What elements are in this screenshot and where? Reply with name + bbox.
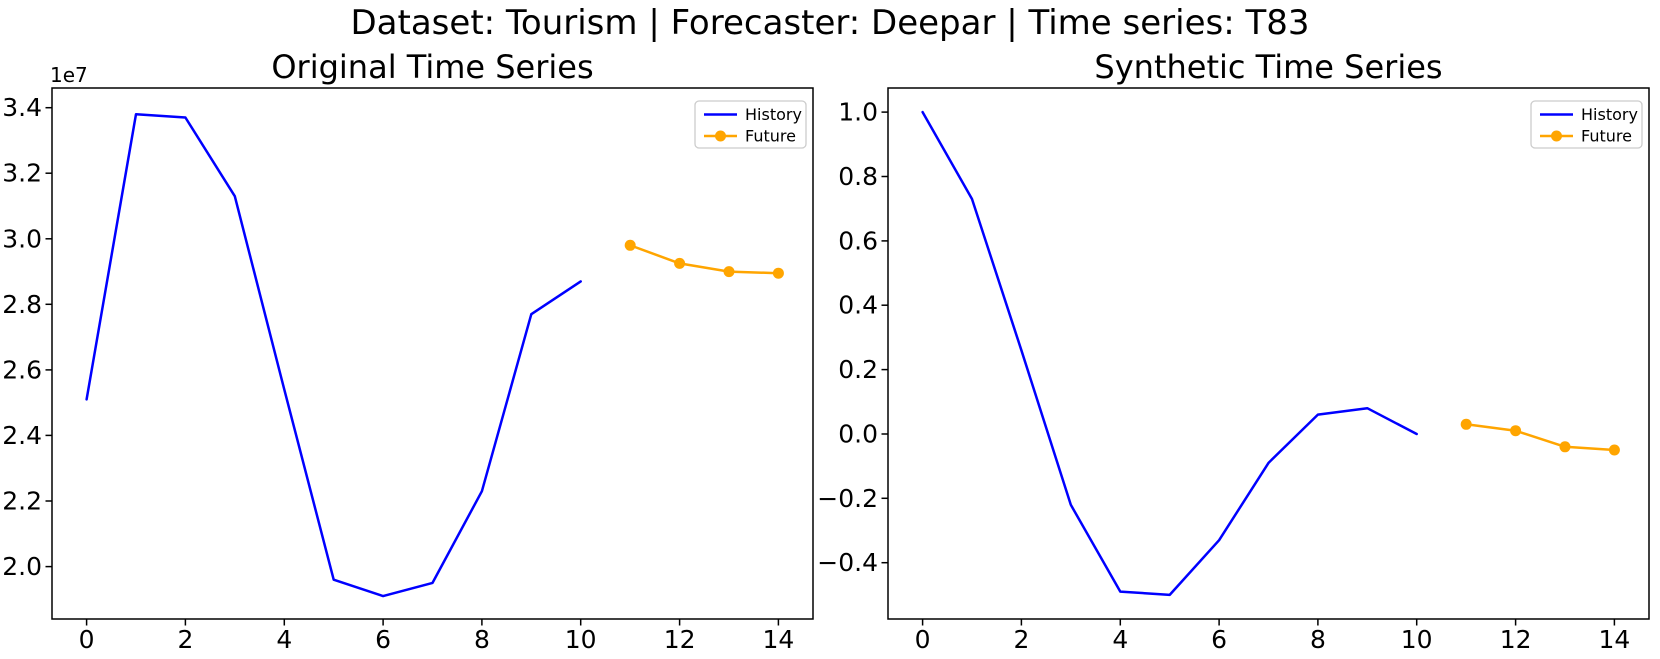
x-tick-label: 12	[1500, 625, 1532, 654]
legend-label-future: Future	[1581, 127, 1632, 146]
future-line	[628, 244, 780, 275]
y-tick-label: 3.4	[2, 93, 42, 122]
history-line	[85, 112, 582, 598]
x-tick-label: 2	[1013, 625, 1029, 654]
legend-label-future: Future	[745, 127, 796, 146]
x-tick-label: 10	[565, 625, 597, 654]
y-tick-label: 2.0	[2, 552, 42, 581]
x-tick-label: 2	[177, 625, 193, 654]
future-marker	[772, 267, 784, 279]
future-marker	[1510, 425, 1522, 437]
future-marker	[723, 266, 735, 278]
chart-panel-1: 0 2 4 6 8 10 12 14 −0.4 −0.2 0.0 0.2 0.4 0.6 0.8 1.0 Syn…	[817, 48, 1650, 654]
axes-frame	[887, 87, 1650, 620]
future-marker	[1460, 418, 1472, 430]
chart-title: Synthetic Time Series	[1094, 48, 1442, 86]
future-marker	[1608, 444, 1620, 456]
y-tick-label: 1.0	[838, 98, 878, 127]
future-marker	[674, 257, 686, 269]
legend-marker-future	[1551, 130, 1562, 142]
y-tick-label: 2.8	[2, 290, 42, 319]
chart-panel-0: 0 2 4 6 8 10 12 14 2.0 2.2 2.4 2.6 2.8 3.0 3.2 3.4 1e7 Or…	[2, 48, 814, 654]
x-tick-label: 8	[474, 625, 490, 654]
legend: History Future	[1530, 100, 1643, 149]
x-tick-label: 12	[664, 625, 696, 654]
y-tick-label: 2.4	[2, 421, 42, 450]
legend-marker-future	[715, 130, 726, 142]
y-tick-label: 2.6	[2, 355, 42, 384]
legend-label-history: History	[745, 105, 802, 124]
x-tick-label: 14	[762, 625, 794, 654]
y-tick-label: 0.6	[838, 226, 878, 255]
x-tick-label: 0	[915, 625, 931, 654]
x-tick-label: 6	[1211, 625, 1227, 654]
figure-suptitle: Dataset: Tourism | Forecaster: Deepar | …	[350, 3, 1310, 43]
future-marker	[624, 239, 636, 251]
x-tick-label: 4	[276, 625, 292, 654]
future-line	[1464, 423, 1616, 452]
x-tick-label: 4	[1112, 625, 1128, 654]
x-tick-label: 6	[375, 625, 391, 654]
x-tick-label: 10	[1401, 625, 1433, 654]
x-tick-label: 14	[1598, 625, 1630, 654]
y-tick-label: 0.0	[838, 420, 878, 449]
y-tick-label: 0.4	[838, 291, 878, 320]
y-tick-label: 0.8	[838, 162, 878, 191]
legend: History Future	[694, 100, 807, 149]
history-line	[921, 110, 1418, 597]
y-tick-label: 0.2	[838, 355, 878, 384]
chart-title: Original Time Series	[271, 48, 593, 86]
x-tick-label: 8	[1310, 625, 1326, 654]
y-axis-offset-label: 1e7	[50, 63, 88, 87]
y-tick-label: −0.2	[817, 484, 878, 513]
y-tick-label: 2.2	[2, 487, 42, 516]
y-tick-label: 3.2	[2, 159, 42, 188]
x-tick-label: 0	[79, 625, 95, 654]
axes-frame	[51, 87, 814, 620]
y-tick-label: −0.4	[817, 548, 878, 577]
y-tick-label: 3.0	[2, 224, 42, 253]
legend-label-history: History	[1581, 105, 1638, 124]
future-marker	[1559, 441, 1571, 453]
